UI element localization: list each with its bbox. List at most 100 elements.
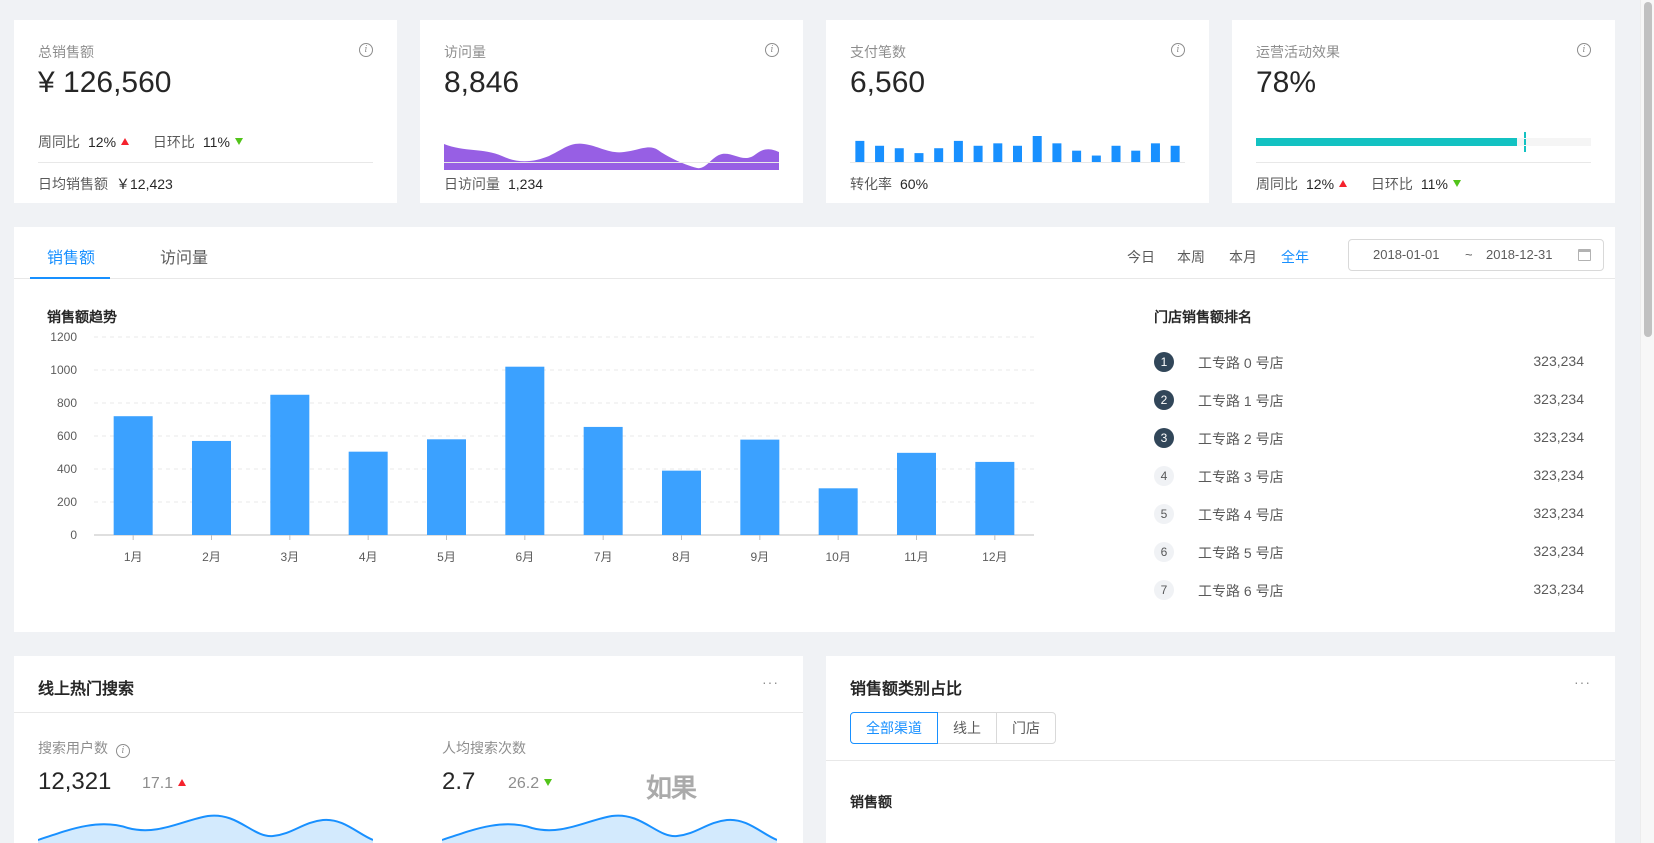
per-user-change-value: 26.2 [508, 775, 540, 792]
x-tick-label: 3月 [280, 550, 299, 564]
store-sales: 323,234 [1533, 505, 1584, 521]
payments-bar-chart [855, 136, 1180, 162]
payments-bar [973, 145, 983, 162]
store-sales: 323,234 [1533, 391, 1584, 407]
y-tick-label: 1200 [50, 330, 77, 344]
day-compare-value: 11% [202, 134, 230, 150]
footer-label: 转化率 [850, 176, 892, 192]
segment-store[interactable]: 门店 [996, 712, 1056, 744]
kpi-value: ¥ 126,560 [38, 66, 172, 99]
store-sales: 323,234 [1533, 543, 1584, 559]
range-today[interactable]: 今日 [1127, 249, 1155, 265]
chart-title: 销售额趋势 [47, 309, 117, 325]
caret-up-icon [1339, 180, 1348, 187]
ranking-item: 6 工专路 5 号店 323,234 [1154, 541, 1584, 563]
caret-up-icon [178, 779, 187, 786]
week-compare-value: 12% [1306, 176, 1335, 192]
day-compare-label: 日环比 [152, 134, 195, 150]
x-tick-label: 10月 [825, 550, 850, 564]
kpi-title: 运营活动效果 [1256, 44, 1340, 60]
week-compare-value: 12% [88, 134, 117, 150]
range-month[interactable]: 本月 [1229, 249, 1257, 265]
payments-bar [1150, 143, 1160, 162]
date-separator: ~ [1465, 247, 1473, 262]
search-users-sparkline [38, 814, 373, 843]
info-icon[interactable]: i [359, 43, 373, 57]
kpi-value: 78% [1256, 66, 1317, 99]
store-name: 工专路 0 号店 [1198, 355, 1284, 371]
panel-title: 线上热门搜索 [38, 681, 135, 698]
rank-number: 2 [1154, 390, 1174, 410]
kpi-card-sales: 总销售额 i ¥ 126,560 周同比 12% 日环比 11% 日均销售额 ￥12,… [14, 20, 397, 203]
day-compare-label: 日环比 [1370, 176, 1413, 192]
payments-bar [934, 148, 944, 162]
watermark-logo: 如果 [646, 773, 697, 803]
rank-number: 4 [1154, 466, 1174, 486]
x-tick-label: 2月 [202, 550, 221, 564]
visits-area-chart [444, 143, 779, 170]
per-user-label: 人均搜索次数 [442, 740, 526, 756]
kpi-footer: 日访问量 1,234 [444, 174, 543, 194]
kpi-title: 总销售额 [38, 44, 94, 60]
rank-number: 7 [1154, 580, 1174, 600]
scrollbar-thumb[interactable] [1644, 2, 1652, 337]
info-icon[interactable]: i [1171, 43, 1185, 57]
caret-down-icon [544, 779, 553, 786]
more-icon[interactable]: ··· [1574, 674, 1591, 690]
payments-bar [1091, 155, 1101, 162]
info-icon[interactable]: i [1577, 43, 1591, 57]
info-icon[interactable]: i [765, 43, 779, 57]
ranking-title: 门店销售额排名 [1154, 309, 1252, 325]
divider [38, 162, 373, 163]
caret-up-icon [121, 138, 130, 145]
rank-number: 3 [1154, 428, 1174, 448]
category-card: 销售额类别占比 ··· 全部渠道 线上 门店 销售额 [826, 656, 1615, 843]
payments-bar [914, 153, 924, 162]
range-year[interactable]: 全年 [1281, 249, 1309, 265]
y-tick-label: 800 [57, 396, 77, 410]
store-name: 工专路 2 号店 [1198, 431, 1284, 447]
payments-bar [993, 143, 1003, 162]
day-compare-value: 11% [1420, 176, 1448, 192]
sales-bar [113, 416, 153, 535]
sales-bar [505, 366, 545, 535]
store-name: 工专路 1 号店 [1198, 393, 1284, 409]
y-tick-label: 1000 [50, 363, 77, 377]
date-range-picker[interactable]: 2018-01-01 ~ 2018-12-31 [1348, 239, 1604, 271]
store-sales: 323,234 [1533, 429, 1584, 445]
hot-search-card: 线上热门搜索 ··· 搜索用户数 i 12,321 17.1 人均搜索次数 2.… [14, 656, 803, 843]
kpi-trends: 周同比 12% 日环比 11% [1256, 174, 1461, 194]
kpi-title: 支付笔数 [850, 44, 906, 60]
panel-header: 线上热门搜索 ··· [14, 656, 803, 713]
tab-visits[interactable]: 访问量 [160, 250, 209, 267]
range-week[interactable]: 本周 [1177, 249, 1205, 265]
tab-sales[interactable]: 销售额 [47, 250, 96, 267]
sales-bar [583, 426, 623, 535]
tab-ink-bar [30, 277, 110, 279]
ranking-item: 3 工专路 2 号店 323,234 [1154, 427, 1584, 449]
more-icon[interactable]: ··· [762, 674, 779, 690]
segment-online[interactable]: 线上 [937, 712, 997, 744]
sales-bar [662, 470, 701, 535]
sales-bar [897, 452, 936, 535]
store-name: 工专路 3 号店 [1198, 469, 1284, 485]
kpi-card-payments: 支付笔数 i 6,560 转化率 60% [826, 20, 1209, 203]
sales-bar [348, 451, 388, 535]
sales-bar [818, 488, 858, 535]
kpi-card-campaign: 运营活动效果 i 78% 周同比 12% 日环比 11% [1232, 20, 1615, 203]
segment-all-channels[interactable]: 全部渠道 [850, 712, 938, 744]
kpi-card-visits: 访问量 i 8,846 日访问量 1,234 [420, 20, 803, 203]
info-icon[interactable]: i [115, 744, 130, 758]
rank-number: 1 [1154, 352, 1174, 372]
sales-bar [427, 439, 466, 535]
per-user-change: 26.2 [508, 775, 553, 793]
payments-bar [1111, 145, 1121, 162]
scrollbar-track[interactable] [1640, 0, 1654, 843]
calendar-icon [1578, 249, 1591, 261]
x-tick-label: 6月 [515, 550, 534, 564]
footer-value: 60% [900, 176, 929, 192]
sales-trend-chart: 0 200 400 600 800 1000 1200 1月 2月 3月 4月 5月 6月 7月 8月 9月 1… [50, 330, 1034, 564]
payments-bar [953, 140, 963, 162]
store-name: 工专路 6 号店 [1198, 583, 1284, 599]
x-tick-label: 4月 [359, 550, 378, 564]
